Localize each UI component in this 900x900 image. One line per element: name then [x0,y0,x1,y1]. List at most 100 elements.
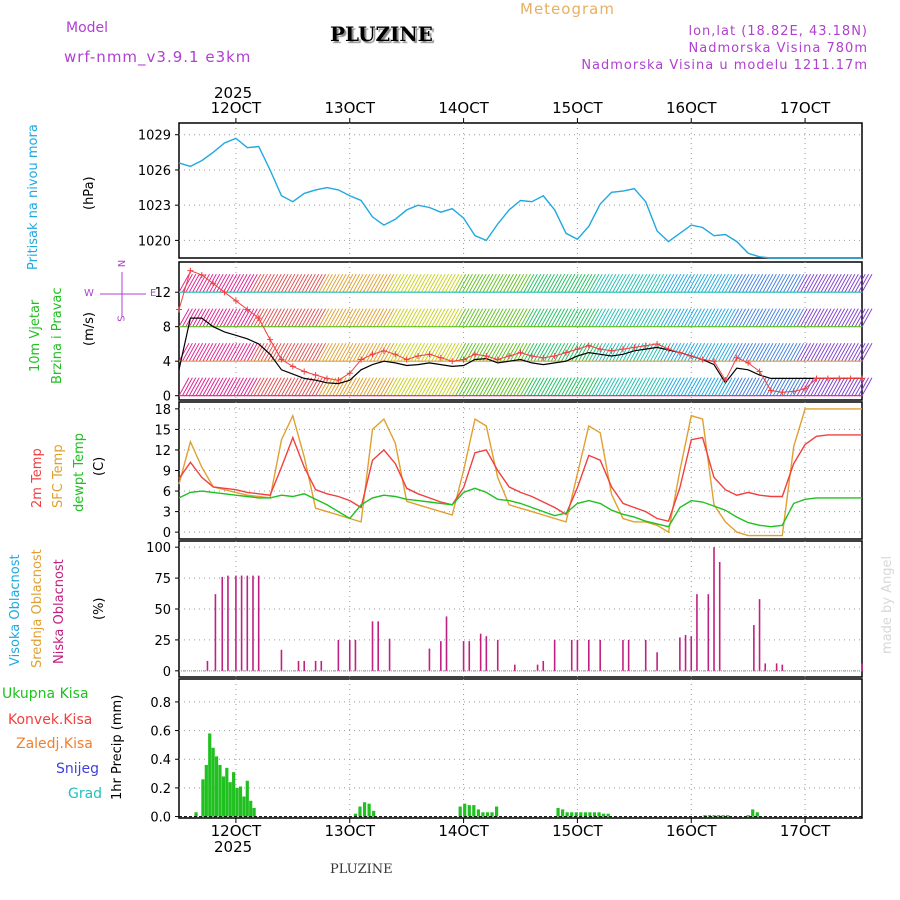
wind-barb [789,308,801,327]
wind-barb [383,377,395,396]
wind-barb [834,273,846,293]
wind-gust-marker [380,347,387,354]
wind-barb [298,342,309,362]
compass-south: S [114,315,126,322]
wind-barb [260,377,272,396]
wind-barb [858,377,870,396]
wind-barb [745,273,757,293]
wind-barb [625,273,637,293]
wind-barb [608,342,620,362]
wind-barb [267,377,279,396]
wind-barb [304,342,316,362]
precip-bar [476,809,480,817]
wind-barb [455,273,467,293]
wind-gust-marker [210,280,217,287]
precip-bar [463,803,467,817]
wind-barb [448,308,460,327]
wind-barb [246,377,258,396]
wind-barb [468,342,480,362]
wind-barb [844,273,856,293]
wind-barb [345,273,357,293]
wind-barb [349,308,361,327]
wind-barb [550,377,562,396]
wind-barb [520,308,531,327]
wind-barb [178,273,190,293]
precip-bar [574,812,578,817]
wind-barb [735,308,747,327]
wind-barb [222,342,234,362]
wind-barb [520,342,531,362]
wind-barb [502,308,514,327]
wind-barb [192,342,204,362]
wind-barb [226,377,238,396]
wind-gust-marker [563,349,570,356]
wind-barb [813,273,825,293]
wind-barb [858,273,870,293]
wind-barb [588,342,600,362]
wind-barb [472,308,484,327]
wind-barb [339,308,350,327]
wind-barb [800,273,811,293]
wind-barb [199,342,210,362]
year-top-label: 2025 [214,84,253,102]
wind-barb [783,273,794,293]
wind-barb [578,273,589,293]
wind-barb [287,308,299,327]
wind-barb [181,273,193,293]
wind-barb [332,342,344,362]
wind-barb [260,308,272,327]
wind-barb [530,342,542,362]
y-tick-cloud-25: 25 [154,634,171,649]
wind-barb [533,308,545,327]
wind-compass [100,272,146,316]
wind-barb [260,273,272,293]
wind-barb [608,273,620,293]
wind-barb [222,308,234,327]
wind-barb [540,273,552,293]
wind-barb [434,308,446,327]
precip-bar [367,803,371,817]
wind-barb [212,273,224,293]
wind-barb [243,308,255,327]
wind-barb [564,377,576,396]
wind-gust-marker [631,344,638,351]
wind-barb [796,273,808,293]
wind-barb [356,308,368,327]
wind-barb [789,342,801,362]
wind-barb [240,377,251,396]
wind-axis-label-2: Brzina i Pravac [50,287,65,384]
wind-barb [219,308,231,327]
wind-barb [359,342,371,362]
wind-barb [458,273,470,293]
wind-barb [537,342,549,362]
wind-barb [735,377,747,396]
wind-gust-marker [494,356,501,363]
wind-barb [212,308,224,327]
wind-barb [660,273,671,293]
wind-barb [516,308,528,327]
temp-axis-label-sfc: SFC Temp [51,444,66,508]
wind-barb [748,377,760,396]
wind-barb [376,273,388,293]
wind-barb [188,342,200,362]
wind-barb [444,342,456,362]
wind-barb [475,308,487,327]
wind-barb [813,342,825,362]
station-title: PLUZINE [330,22,433,46]
wind-barb [298,273,309,293]
wind-barb [687,377,699,396]
wind-barb [424,273,436,293]
wind-barb [711,377,723,396]
wind-barb [479,308,490,327]
wind-barb [209,308,221,327]
wind-barb [240,273,251,293]
y-tick-precip-0.8: 0.8 [150,696,171,711]
pressure-axis-label: Pritisak na nivou mora [26,124,41,270]
wind-barb [653,377,665,396]
wind-barb [595,308,607,327]
wind-barb [188,273,200,293]
wind-barb [373,308,385,327]
wind-barb [561,273,572,293]
wind-barb [277,308,289,327]
wind-barb [564,342,576,362]
